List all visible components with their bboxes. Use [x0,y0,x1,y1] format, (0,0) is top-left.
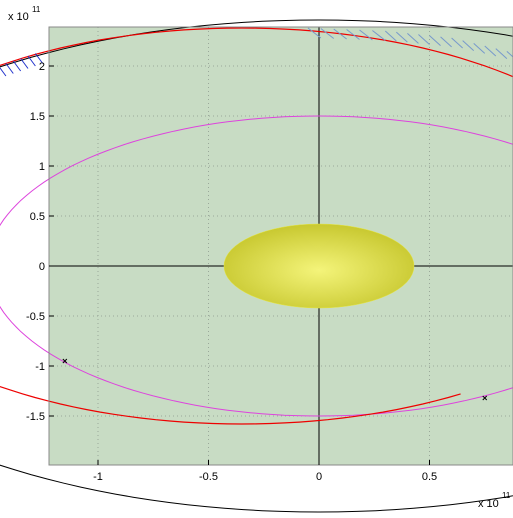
thrust-arrow [346,29,360,40]
x-tick-label: -1 [93,471,103,483]
y-exponent-power: 11 [32,5,41,14]
thrust-arrow [396,31,408,43]
tick-labels: -1 -0.5 0 0.5 2 1.5 1 0.5 0 -0.5 -1 -1.5 [26,61,437,483]
thrust-arrow [34,53,44,64]
x-exponent-label: x 10 [478,498,499,510]
y-tick-label: 1 [39,161,45,173]
thrust-arrow [372,30,386,41]
y-tick-label: -1.5 [26,411,45,423]
thrust-arrow [418,34,430,45]
y-tick-label: 0 [39,261,45,273]
thrust-arrow [506,50,513,58]
thrust-arrow [429,35,441,47]
thrust-arrow [473,42,486,54]
x-tick-label: 0 [316,471,322,483]
x-tick-label: -0.5 [199,471,218,483]
thrust-arrow [0,67,7,77]
thrust-arrow [407,32,419,44]
orbit-circle [0,115,513,417]
axes-frame [48,26,513,466]
thrust-arrow [20,58,29,69]
thrust-arrow [440,36,452,48]
y-tick-label: 0.5 [30,211,45,223]
thrust-arrow [384,30,397,42]
thrust-arrow [307,27,322,39]
thrust-arrow [451,37,463,49]
thrust-arrow [333,28,347,40]
thrust-arrow [27,55,36,67]
y-tick-label: 2 [39,61,45,73]
thrust-arrow [5,63,14,74]
thrust-arrow [359,29,373,41]
y-tick-label: 1.5 [30,111,45,123]
x-tick-label: 0.5 [422,471,437,483]
y-tick-label: -1 [35,361,45,373]
sun [223,223,415,309]
thrust-arrow [484,45,497,57]
transfer-orbit [0,27,513,425]
position-marker [482,395,488,401]
orbit-series [0,19,513,513]
position-marker [62,358,68,364]
thrust-arrow [320,28,335,39]
x-exponent-power: 11 [502,491,511,500]
thrust-arrow [462,40,475,52]
thrust-arrow [495,48,508,60]
y-exponent-label: x 10 [8,11,29,23]
sun-disc [223,223,415,309]
position-markers [62,358,488,401]
y-tick-label: -0.5 [26,311,45,323]
thrust-arrow [12,60,22,72]
